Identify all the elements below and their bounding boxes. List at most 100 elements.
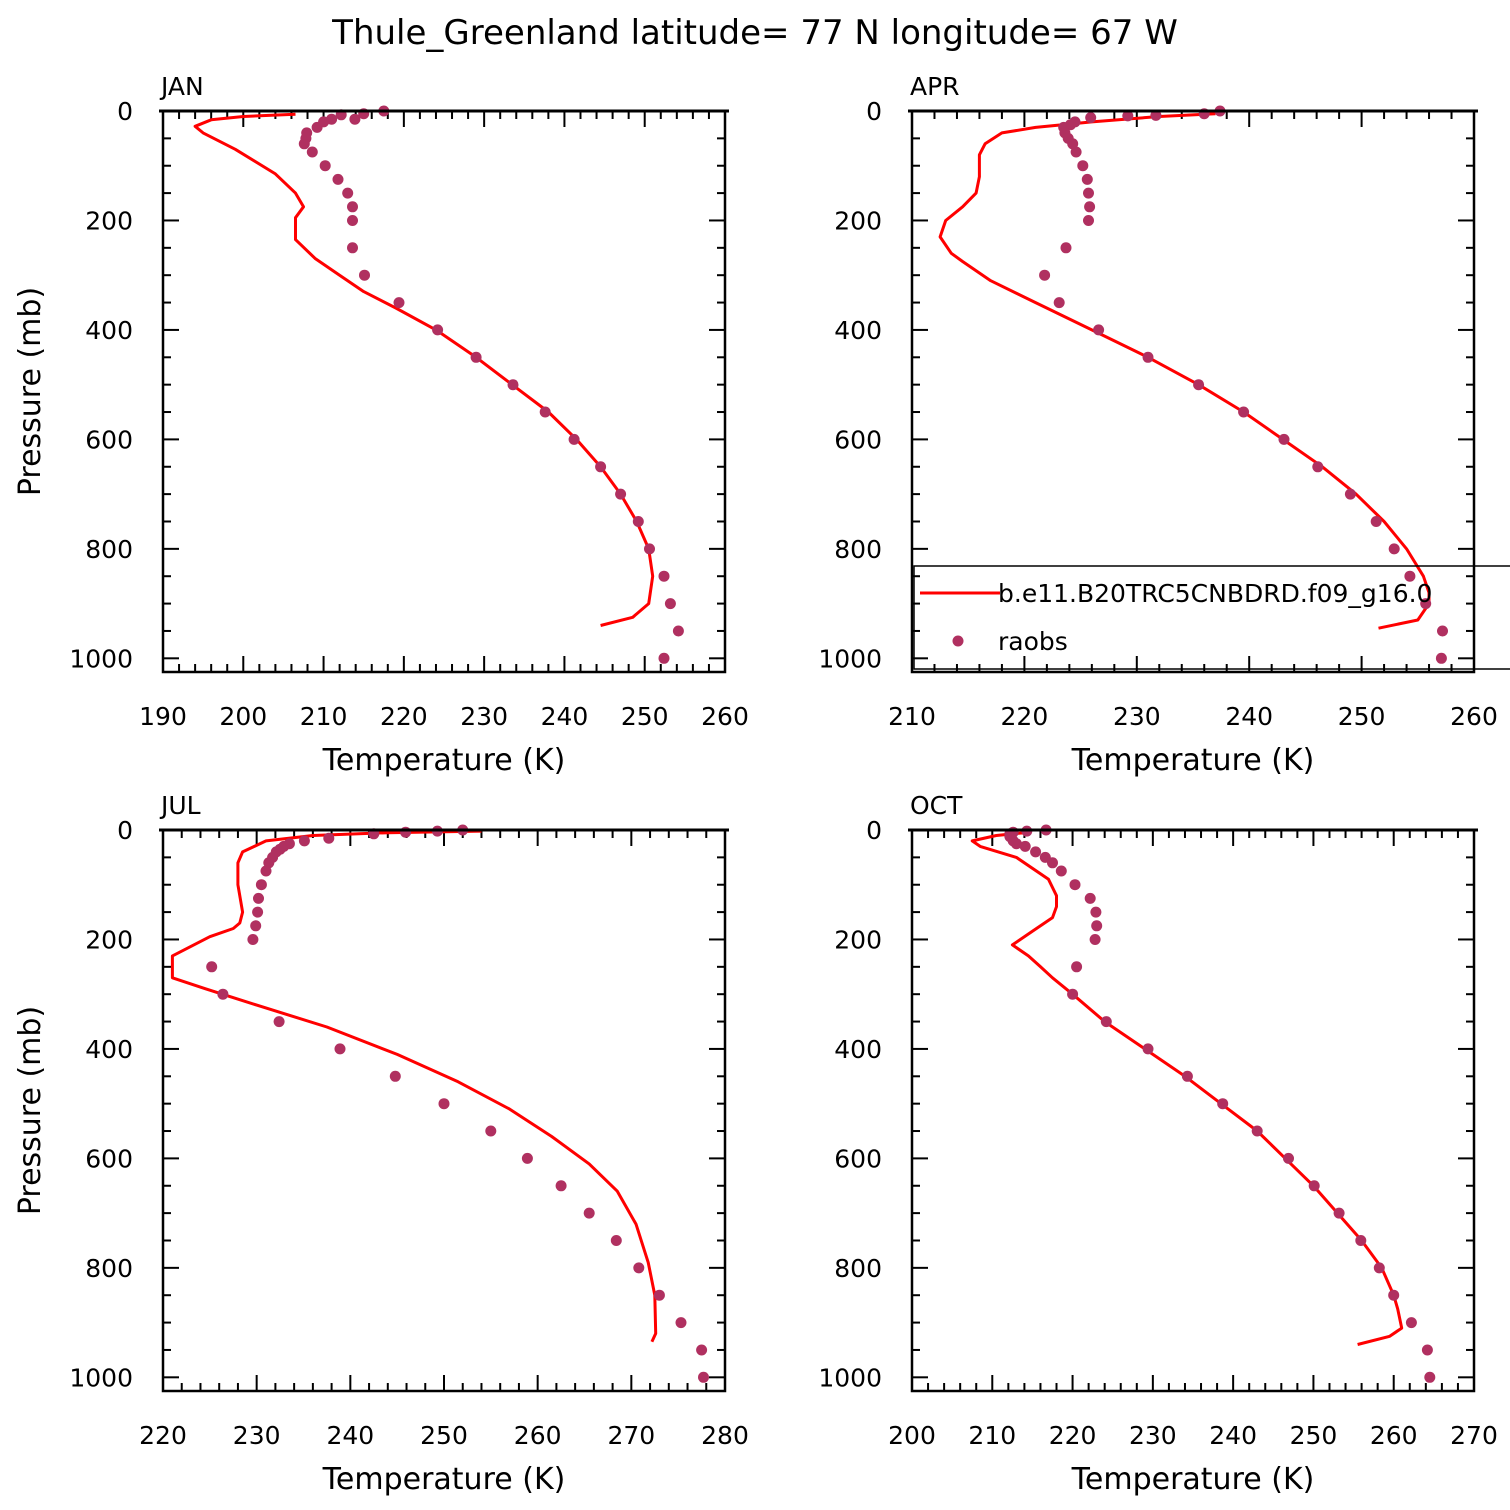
obs-marker [1122, 110, 1134, 122]
panel-jan: JAN 190 200 210 220 230 240 250 260 0 200 400 600 800… [13, 72, 749, 778]
obs-marker [1100, 1016, 1112, 1028]
model-line [970, 831, 1404, 1346]
y-axis-title: Pressure (mb) [13, 1006, 48, 1215]
model-line [938, 112, 1431, 630]
y-tick-label: 800 [834, 535, 882, 564]
plot-frame [161, 109, 727, 674]
obs-marker [1251, 1125, 1263, 1137]
obs-marker [247, 934, 259, 945]
obs-marker [393, 297, 405, 309]
y-tick-label: 600 [85, 425, 133, 454]
panel-apr: APR 210 220 230 240 250 260 0 200 400 600 800 1000 Te… [818, 72, 1510, 778]
obs-marker [672, 625, 684, 637]
legend-box [913, 565, 1510, 670]
obs-marker [389, 1070, 401, 1082]
obs-marker [1344, 488, 1356, 500]
panel-label: OCT [910, 791, 963, 820]
y-tick-label: 200 [834, 206, 882, 235]
y-tick-label: 600 [834, 425, 882, 454]
y-tick-label: 800 [834, 1254, 882, 1283]
obs-marker [521, 1152, 533, 1164]
obs-marker [470, 351, 482, 363]
obs-marker [1055, 865, 1067, 877]
obs-marker [1181, 1070, 1193, 1082]
y-tick-label: 400 [85, 1035, 133, 1064]
legend-label-obs: raobs [998, 627, 1068, 656]
obs-marker [1053, 297, 1065, 309]
obs-marker [323, 832, 335, 844]
obs-marker [555, 1180, 567, 1192]
x-axis-title: Temperature (K) [322, 743, 566, 778]
obs-marker [1405, 1317, 1417, 1329]
obs-marker [698, 1371, 709, 1383]
obs-marker [319, 160, 331, 172]
obs-marker [1424, 1371, 1436, 1383]
obs-marker [1093, 324, 1105, 336]
y-tick-label: 600 [85, 1144, 133, 1173]
x-axis-title: Temperature (K) [1071, 743, 1315, 778]
x-tick-label: 210 [888, 702, 936, 731]
x-tick-label: 250 [420, 1421, 468, 1450]
x-tick-label: 240 [1209, 1421, 1257, 1450]
obs-marker [1238, 406, 1250, 418]
obs-marker [1071, 961, 1083, 973]
plot-frame [161, 828, 727, 1393]
obs-marker [306, 146, 318, 158]
obs-marker [653, 1289, 665, 1301]
y-tick-label: 400 [85, 316, 133, 345]
y-tick-label: 0 [866, 816, 882, 845]
obs-marker [675, 1317, 687, 1329]
x-tick-label: 260 [514, 1421, 562, 1450]
obs-marker [1420, 598, 1432, 610]
obs-marker [664, 598, 676, 610]
obs-marker [1091, 920, 1103, 932]
obs-marker [1150, 109, 1162, 121]
obs-marker [1084, 892, 1096, 904]
obs-marker [485, 1125, 497, 1137]
obs-marker [1089, 934, 1101, 945]
obs-marker [696, 1344, 708, 1356]
obs-marker [1067, 988, 1079, 1000]
y-tick-label: 200 [85, 925, 133, 954]
obs-marker [1333, 1207, 1345, 1219]
obs-marker [250, 920, 262, 932]
y-tick-label: 0 [117, 97, 133, 126]
obs-marker [1373, 1262, 1385, 1274]
obs-marker [1085, 112, 1097, 124]
y-tick-label: 800 [85, 1254, 133, 1283]
obs-marker [217, 988, 229, 1000]
obs-marker [1404, 570, 1416, 582]
figure-title: Thule_Greenland latitude= 77 N longitude… [331, 13, 1178, 53]
obs-marker [1142, 351, 1154, 363]
x-tick-label: 210 [300, 702, 348, 731]
obs-marker [610, 1235, 622, 1246]
y-tick-label: 1000 [69, 1363, 133, 1392]
x-tick-label: 260 [1370, 1421, 1418, 1450]
x-tick-label: 240 [541, 702, 589, 731]
panel-label: JAN [159, 72, 204, 101]
obs-marker [1077, 160, 1089, 172]
y-tick-label: 800 [85, 535, 133, 564]
obs-marker [400, 826, 412, 838]
obs-marker [1019, 840, 1031, 852]
x-tick-label: 240 [326, 1421, 374, 1450]
obs-marker [252, 906, 264, 918]
y-tick-label: 0 [866, 97, 882, 126]
obs-marker [658, 570, 670, 582]
obs-marker [347, 215, 358, 226]
x-tick-label: 230 [1113, 702, 1161, 731]
x-tick-label: 250 [1290, 1421, 1338, 1450]
obs-marker [332, 173, 344, 185]
obs-marker [311, 121, 323, 133]
x-tick-label: 230 [1129, 1421, 1177, 1450]
panel-oct: OCT 200 210 220 230 240 250 260 270 0 200 400 600 800… [818, 791, 1497, 1497]
obs-marker [1047, 857, 1058, 869]
x-tick-label: 250 [1338, 702, 1386, 731]
obs-marker [438, 1098, 450, 1110]
obs-marker [1030, 846, 1042, 858]
y-tick-label: 400 [834, 316, 882, 345]
panel-label: JUL [159, 791, 201, 820]
model-line [193, 112, 655, 627]
x-tick-label: 270 [1450, 1421, 1498, 1450]
